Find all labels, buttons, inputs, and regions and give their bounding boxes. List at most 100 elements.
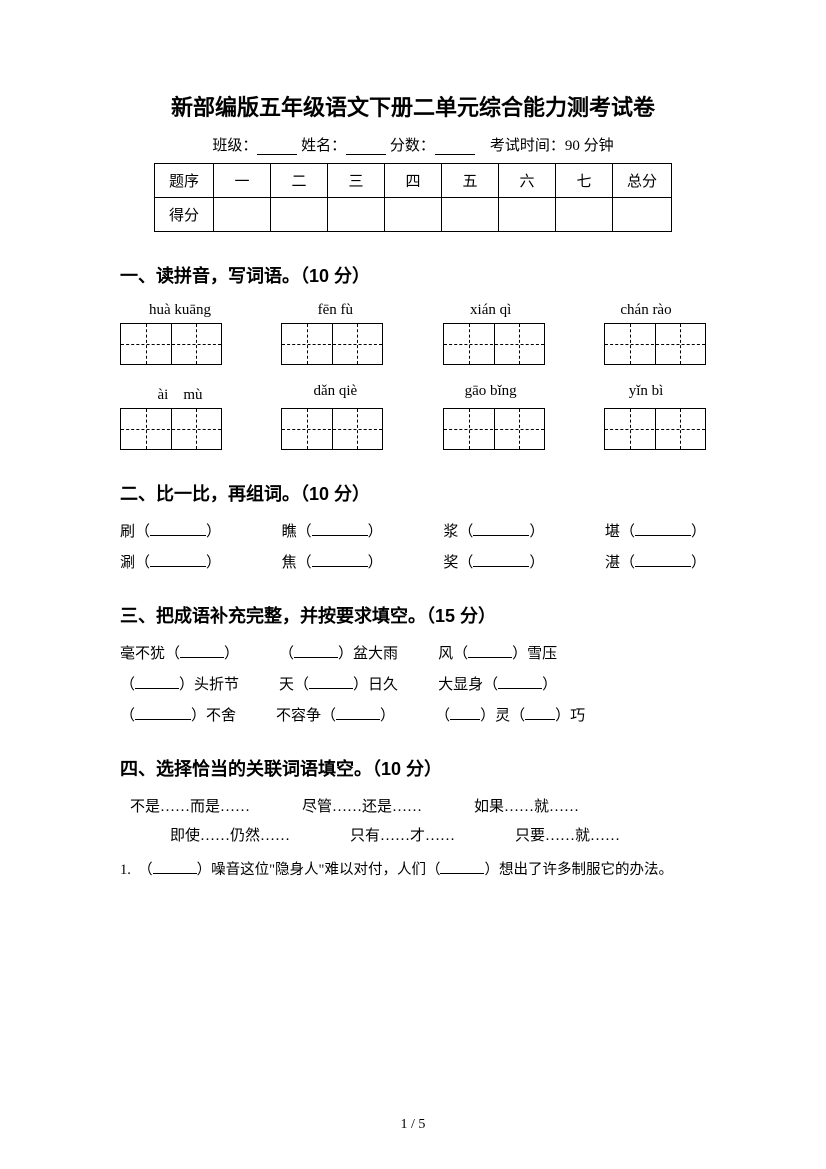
score-cell[interactable] (442, 198, 499, 232)
score-cell[interactable] (385, 198, 442, 232)
t: 天（ (279, 677, 309, 693)
blank[interactable] (525, 719, 555, 720)
idiom-row: 毫不犹（） （ ）盆大雨 风（）雪压 (120, 642, 706, 663)
opt: 尽管……还是…… (302, 795, 422, 816)
t: （ (279, 646, 294, 662)
compare-row: 刷（） 瞧（） 浆（） 堪（） (120, 520, 706, 541)
compare-row: 涮（） 焦（） 奖（） 湛（） (120, 551, 706, 572)
t: ）巧 (555, 708, 585, 724)
t: ）想出了许多制服它的办法。 (484, 862, 673, 878)
blank[interactable] (440, 873, 484, 874)
score-cell[interactable] (271, 198, 328, 232)
score-cell[interactable] (214, 198, 271, 232)
page-number: 1 / 5 (0, 1117, 826, 1133)
cell: 一 (214, 164, 271, 198)
blank[interactable] (135, 688, 179, 689)
blank[interactable] (294, 657, 338, 658)
blank[interactable] (450, 719, 480, 720)
cell: 二 (271, 164, 328, 198)
question-1: 1. （ ）噪音这位"隐身人"难以对付，人们（ ）想出了许多制服它的办法。 (120, 857, 706, 885)
pinyin: chán rào (586, 302, 706, 319)
idiom: （）头折节 (120, 673, 239, 694)
section-1-head: 一、读拼音，写词语。（10 分） (120, 262, 706, 288)
page: 新部编版五年级语文下册二单元综合能力测考试卷 班级： 姓名： 分数： 考试时间：… (0, 0, 826, 1169)
name-label: 姓名： (301, 138, 346, 154)
t: 1. （ (120, 862, 153, 878)
blank[interactable] (312, 535, 368, 536)
score-cell[interactable] (499, 198, 556, 232)
t: 大显身（ (438, 677, 498, 693)
blank[interactable] (498, 688, 542, 689)
write-box[interactable] (604, 408, 706, 450)
pinyin: huà kuāng (120, 302, 240, 319)
blank[interactable] (180, 657, 224, 658)
name-blank[interactable] (346, 154, 386, 155)
blank[interactable] (468, 657, 512, 658)
t: ） (542, 677, 557, 693)
blank[interactable] (336, 719, 380, 720)
compare-item: 涮（） (120, 551, 221, 572)
idiom: 毫不犹（） (120, 642, 239, 663)
idiom: 风（）雪压 (438, 642, 557, 663)
score-label: 分数： (390, 138, 435, 154)
idiom: 不容争（ ） (276, 704, 395, 725)
t: ）日久 (353, 677, 398, 693)
class-label: 班级： (212, 138, 257, 154)
blank[interactable] (473, 535, 529, 536)
compare-item: 刷（） (120, 520, 221, 541)
exam-info: 班级： 姓名： 分数： 考试时间：90 分钟 (120, 134, 706, 155)
t: ）噪音这位"隐身人"难以对付，人们（ (197, 862, 441, 878)
opt: 不是……而是…… (130, 795, 250, 816)
blank[interactable] (150, 535, 206, 536)
pinyin: fēn fù (275, 302, 395, 319)
score-cell[interactable] (328, 198, 385, 232)
time-label: 考试时间：90 分钟 (490, 138, 614, 154)
opt: 如果……就…… (474, 795, 579, 816)
cell: 五 (442, 164, 499, 198)
score-blank[interactable] (435, 154, 475, 155)
write-box[interactable] (281, 408, 383, 450)
t: ） (380, 708, 395, 724)
blank[interactable] (635, 535, 691, 536)
cell: 得分 (154, 198, 213, 232)
cell: 题序 (154, 164, 213, 198)
page-title: 新部编版五年级语文下册二单元综合能力测考试卷 (120, 90, 706, 122)
cell: 总分 (613, 164, 672, 198)
blank[interactable] (150, 566, 206, 567)
blank[interactable] (635, 566, 691, 567)
write-box[interactable] (120, 408, 222, 450)
section-4-head: 四、选择恰当的关联词语填空。（10 分） (120, 755, 706, 781)
table-row: 得分 (154, 198, 671, 232)
char: 刷（ (120, 524, 150, 540)
t: ）头折节 (179, 677, 239, 693)
char: 焦（ (282, 555, 312, 571)
compare-item: 湛（） (605, 551, 706, 572)
write-box[interactable] (120, 323, 222, 365)
section-3-head: 三、把成语补充完整，并按要求填空。（15 分） (120, 602, 706, 628)
class-blank[interactable] (257, 154, 297, 155)
score-cell[interactable] (613, 198, 672, 232)
blank[interactable] (312, 566, 368, 567)
write-box[interactable] (281, 323, 383, 365)
conj-options: 不是……而是…… 尽管……还是…… 如果……就…… (120, 795, 706, 816)
pinyin-row: ài mù dǎn qiè gāo bǐng yǐn bì (120, 383, 706, 404)
t: （ (120, 708, 135, 724)
compare-item: 堪（） (605, 520, 706, 541)
blank[interactable] (473, 566, 529, 567)
blank[interactable] (309, 688, 353, 689)
t: ）盆大雨 (338, 646, 398, 662)
t: ）雪压 (512, 646, 557, 662)
conj-options: 即使……仍然…… 只有……才…… 只要……就…… (120, 824, 706, 845)
section-2-head: 二、比一比，再组词。（10 分） (120, 480, 706, 506)
idiom: 天（ ）日久 (279, 673, 398, 694)
score-cell[interactable] (556, 198, 613, 232)
t: 不容争（ (276, 708, 336, 724)
blank[interactable] (135, 719, 191, 720)
write-box[interactable] (443, 323, 545, 365)
write-box[interactable] (604, 323, 706, 365)
char: 瞧（ (282, 524, 312, 540)
cell: 六 (499, 164, 556, 198)
write-box[interactable] (443, 408, 545, 450)
t: （ (435, 708, 450, 724)
blank[interactable] (153, 873, 197, 874)
